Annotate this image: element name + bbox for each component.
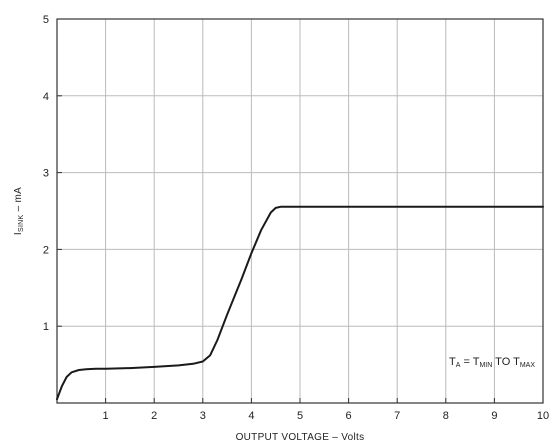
annotation-to: TO T	[492, 356, 520, 368]
x-tick-label: 6	[346, 410, 352, 422]
annotation-t: T	[449, 356, 456, 368]
x-tick-label: 9	[491, 410, 497, 422]
x-tick-label: 8	[443, 410, 449, 422]
x-axis-ticks: 1 2 3 4 5 6 7 8 9 10	[103, 398, 549, 422]
y-axis-title-unit: – mA	[13, 187, 24, 215]
x-tick-label: 5	[297, 410, 303, 422]
annotation-t-sub: A	[456, 362, 461, 369]
annotation-eq: = T	[460, 356, 479, 368]
y-axis-title-main: I	[13, 232, 24, 235]
y-tick-label: 5	[43, 14, 49, 26]
y-axis-ticks: 1 2 3 4 5	[43, 14, 62, 333]
grid	[57, 19, 543, 403]
y-tick-label: 2	[43, 244, 49, 256]
y-tick-label: 3	[43, 168, 49, 180]
annotation-min-sub: MIN	[479, 362, 492, 369]
annotation-max-sub: MAX	[520, 362, 536, 369]
x-tick-label: 7	[394, 410, 400, 422]
x-tick-label: 4	[248, 410, 254, 422]
x-tick-label: 10	[537, 410, 549, 422]
x-tick-label: 3	[200, 410, 206, 422]
temperature-annotation: TA = TMIN TO TMAX	[449, 356, 535, 369]
x-tick-label: 2	[151, 410, 157, 422]
x-tick-label: 1	[103, 410, 109, 422]
series-line	[56, 205, 544, 401]
y-axis-title: ISINK – mA	[13, 187, 25, 235]
x-axis-title: OUTPUT VOLTAGE – Volts	[236, 432, 365, 443]
y-tick-label: 4	[43, 91, 49, 103]
y-tick-label: 1	[43, 321, 49, 333]
y-axis-title-sub: SINK	[18, 214, 25, 232]
